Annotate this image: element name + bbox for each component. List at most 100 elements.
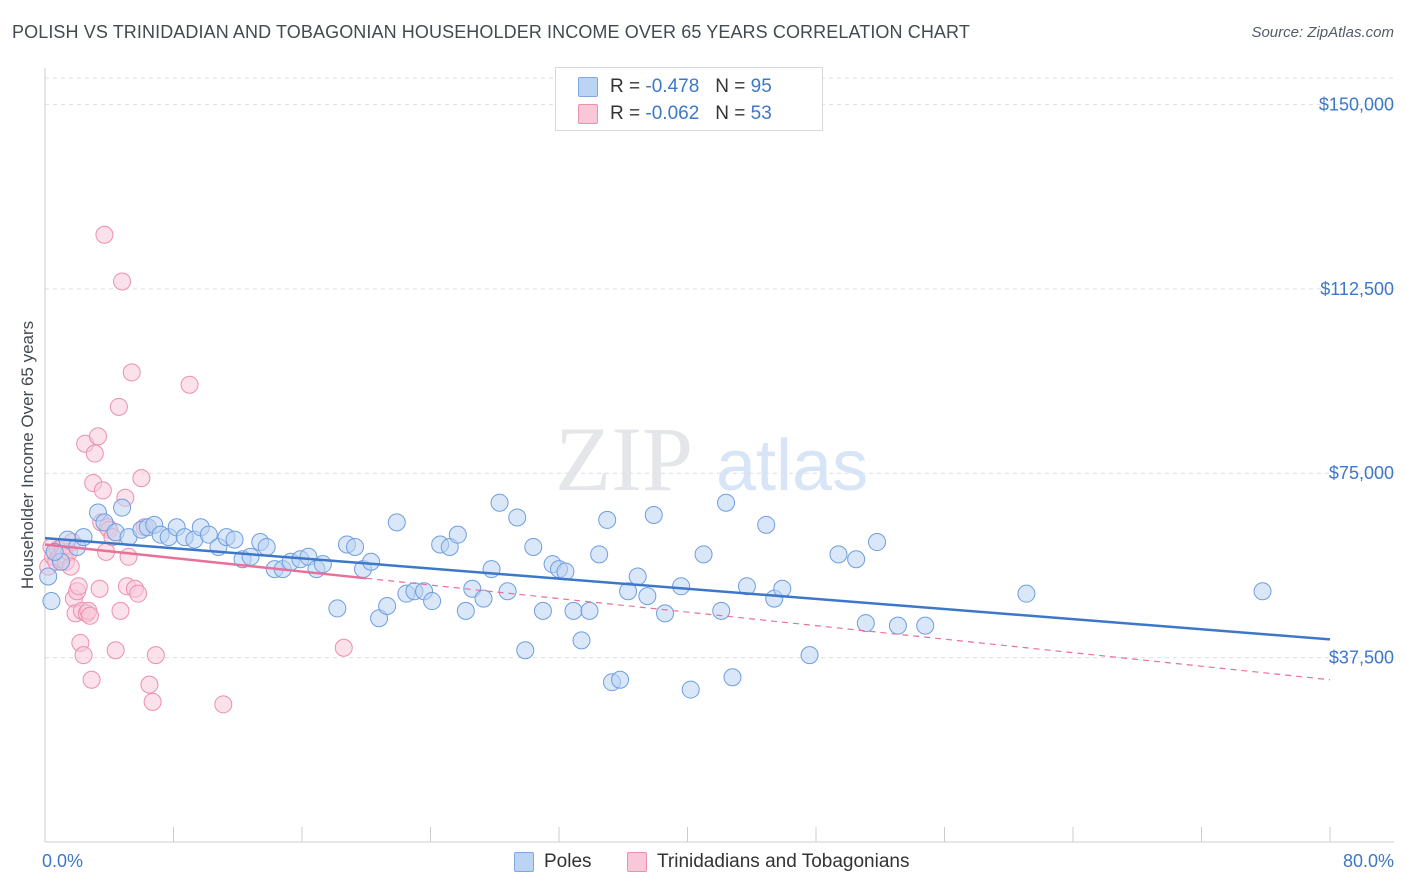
trend-lines [44,536,1331,681]
trini-point [69,577,88,596]
axes [44,68,1394,843]
trini-point [143,692,162,711]
trini-point [334,638,353,657]
poles-point [482,560,501,579]
trini-point [113,272,132,291]
legend: Poles Trinidadians and Tobagonians [0,851,1406,877]
y-tick-label: $112,500 [1320,279,1394,299]
poles-point [694,545,713,564]
poles-point [847,550,866,569]
poles-point [378,596,397,615]
chart-title: POLISH VS TRINIDADIAN AND TOBAGONIAN HOU… [12,22,970,42]
trini-n-label: N = [715,103,746,124]
poles-point [723,668,742,687]
poles-series [39,493,1272,699]
poles-r-value: -0.478 [645,76,700,97]
watermark-zip: ZIP [555,408,693,510]
poles-point [737,577,756,596]
trini-point [129,584,148,603]
poles-point [456,601,475,620]
trini-point [214,695,233,714]
trini-point [89,427,108,446]
poles-point [490,493,509,512]
poles-point [1017,584,1036,603]
trini-point [90,579,109,598]
trini-point [111,601,130,620]
trini-point [74,646,93,665]
poles-point [598,510,617,529]
legend-item-trini[interactable]: Trinidadians and Tobagonians [627,851,909,873]
legend-poles-label: Poles [544,851,592,872]
poles-point [498,582,517,601]
poles-point [362,552,381,571]
x-max-label: 80.0% [1342,851,1394,871]
watermark-atlas: atlas [716,426,868,506]
poles-point [868,533,887,552]
trini-point [140,675,159,694]
trini-trend-line-solid [44,543,367,580]
legend-poles-swatch [514,852,534,872]
y-tick-label: $75,000 [1329,463,1394,483]
x-min-label: 0.0% [42,851,84,871]
poles-point [717,493,736,512]
poles-point [656,604,675,623]
trini-point [106,641,125,660]
poles-point [533,601,552,620]
source-label: Source: ZipAtlas.com [1251,24,1394,41]
trini-point [122,363,141,382]
trini-trend-line-dashed [366,577,1331,681]
poles-point [628,567,647,586]
poles-point [800,646,819,665]
y-tick-labels: $37,500 $75,000 $112,500 $150,000 [1319,94,1394,667]
trini-swatch [578,104,598,124]
poles-point [225,530,244,549]
poles-point [672,577,691,596]
trini-point [82,670,101,689]
poles-point [387,513,406,532]
y-tick-label: $37,500 [1329,648,1394,668]
poles-point [590,545,609,564]
trini-r-value: -0.062 [645,103,700,124]
poles-point [42,592,61,611]
legend-trini-label: Trinidadians and Tobagonians [657,851,910,872]
stats-row-trini: R = -0.062 N = 53 [578,101,772,127]
poles-point [241,547,260,566]
poles-point [644,506,663,525]
poles-point [757,515,776,534]
poles-point [619,582,638,601]
trini-point [85,444,104,463]
poles-point [346,537,365,556]
trini-n-value: 53 [750,103,772,124]
poles-r-label: R = [610,76,641,97]
poles-point [580,601,599,620]
trini-point [95,225,114,244]
poles-point [313,555,332,574]
poles-swatch [578,77,598,97]
trini-point [93,481,112,500]
trini-series [39,225,353,714]
poles-point [681,680,700,699]
poles-point [638,587,657,606]
trini-r-label: R = [610,103,641,124]
poles-point [113,498,132,517]
legend-item-poles[interactable]: Poles [514,851,592,873]
trini-point [109,397,128,416]
poles-point [39,567,58,586]
watermark: ZIP atlas [555,408,868,510]
stats-box: R = -0.478 N = 95 R = -0.062 N = 53 [555,67,823,131]
poles-point [564,601,583,620]
poles-point [423,592,442,611]
trini-point [119,547,138,566]
grid-lines [45,77,1394,659]
stats-row-poles: R = -0.478 N = 95 [578,74,772,100]
poles-point [474,589,493,608]
trini-point [180,375,199,394]
trini-point [146,646,165,665]
poles-point [74,528,93,547]
poles-point [888,616,907,635]
poles-point [572,631,591,650]
poles-n-value: 95 [750,76,772,97]
poles-point [712,601,731,620]
poles-point [829,545,848,564]
poles-point [328,599,347,618]
